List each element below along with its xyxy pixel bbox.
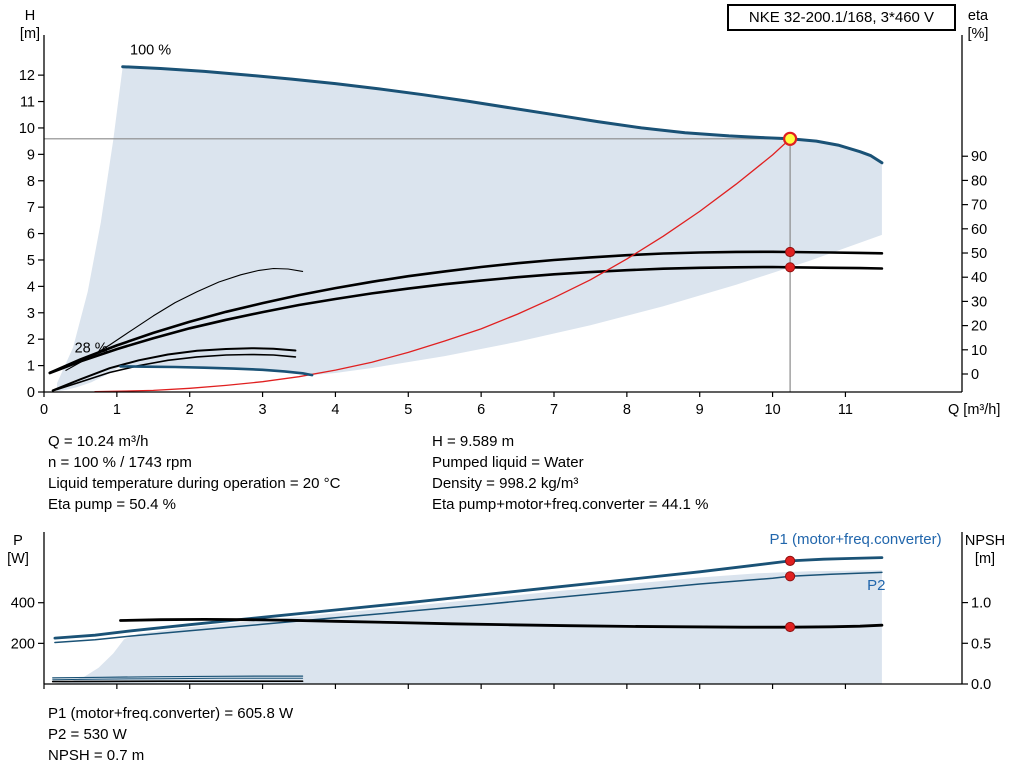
power-y-left-axis-title: P <box>13 533 23 549</box>
label-p2-curve: P2 <box>867 577 885 594</box>
power-results: P1 (motor+freq.converter) = 605.8 W P2 =… <box>48 703 293 766</box>
hq-y-right-tick-label: 50 <box>971 246 987 262</box>
npsh-curve <box>119 618 884 629</box>
hq-y-left-axis-title: H <box>25 8 35 24</box>
hq-x-tick-label: 6 <box>477 402 485 418</box>
eta-pump-curve <box>48 250 884 375</box>
hq-x-tick-label: 7 <box>550 402 558 418</box>
hq-x-tick-label: 4 <box>331 402 339 418</box>
hq-y-left-tick-label: 10 <box>19 121 35 137</box>
hq-x-tick-label: 2 <box>186 402 194 418</box>
hq-y-left-tick-label: 12 <box>19 68 35 84</box>
hq-y-right-tick-label: 30 <box>971 294 987 310</box>
eta-pump-point <box>785 246 796 258</box>
result-flow: Q = 10.24 m³/h <box>48 433 149 450</box>
hq-y-left-tick-label: 0 <box>27 385 35 401</box>
hq-y-right-tick-label: 0 <box>971 367 979 383</box>
hq-y-left-tick-label: 3 <box>27 306 35 322</box>
power-y-left-tick-label: 200 <box>11 636 35 652</box>
hq-x-tick-label: 10 <box>765 402 781 418</box>
hq-y-left-tick-label: 4 <box>27 279 35 295</box>
hq-x-tick-label: 0 <box>40 402 48 418</box>
result-eta-total: Eta pump+motor+freq.converter = 44.1 % <box>432 496 709 513</box>
power-y-left-axis-title: [W] <box>7 551 29 567</box>
hq-y-right-axis-title: [%] <box>968 26 989 42</box>
hq-y-right-tick-label: 70 <box>971 198 987 214</box>
hq-y-right-tick-label: 10 <box>971 343 987 359</box>
result-density: Density = 998.2 kg/m³ <box>432 475 579 492</box>
hq-x-tick-label: 1 <box>113 402 121 418</box>
label-speed-28: 28 % <box>75 340 108 356</box>
hq-x-tick-label: 8 <box>623 402 631 418</box>
p2-point <box>785 571 796 582</box>
hq-x-axis-title: Q [m³/h] <box>948 402 1000 418</box>
hq-x-tick-label: 9 <box>696 402 704 418</box>
npsh-point <box>785 621 796 633</box>
hq-y-right-tick-label: 40 <box>971 270 987 286</box>
result-head: H = 9.589 m <box>432 433 515 450</box>
curve-28-aux-lower <box>51 353 297 392</box>
p1-curve <box>53 556 884 640</box>
result-pumped-liquid: Pumped liquid = Water <box>432 454 584 471</box>
affinity-curve <box>94 138 791 393</box>
hq-operating-envelope <box>57 66 882 392</box>
hq-y-left-tick-label: 2 <box>27 332 35 348</box>
hq-y-left-tick-label: 8 <box>27 174 35 190</box>
hq-y-left-tick-label: 1 <box>27 359 35 375</box>
hq-y-left-tick-label: 11 <box>20 95 35 111</box>
result-p1: P1 (motor+freq.converter) = 605.8 W <box>48 705 294 722</box>
eta-total-point <box>785 262 796 273</box>
pump-curve-28-percent <box>119 365 314 377</box>
p2-28-curve <box>52 677 304 681</box>
hq-x-tick-label: 5 <box>404 402 412 418</box>
result-eta-pump: Eta pump = 50.4 % <box>48 496 176 513</box>
result-liquid-temperature: Liquid temperature during operation = 20… <box>48 475 341 492</box>
pump-model-box: NKE 32-200.1/168, 3*460 V <box>727 4 956 31</box>
pump-curve-100-percent <box>121 65 884 165</box>
hq-y-right-tick-label: 20 <box>971 319 987 335</box>
hq-y-left-tick-label: 5 <box>27 253 35 269</box>
power-y-left-tick-label: 400 <box>11 596 35 612</box>
hq-x-tick-label: 3 <box>259 402 267 418</box>
eta-total-curve <box>48 265 884 375</box>
p1-point <box>785 555 796 567</box>
label-p1-curve: P1 (motor+freq.converter) <box>769 531 941 548</box>
hq-y-right-tick-label: 90 <box>971 149 987 165</box>
result-speed: n = 100 % / 1743 rpm <box>48 454 192 471</box>
power-y-right-tick-label: 0.5 <box>971 636 991 652</box>
hq-x-tick-label: 11 <box>838 402 853 418</box>
hq-y-right-tick-label: 60 <box>971 222 987 238</box>
result-p2: P2 = 530 W <box>48 726 127 743</box>
result-npsh: NPSH = 0.7 m <box>48 747 145 764</box>
power-operating-envelope <box>54 570 882 684</box>
eta-28-curve <box>65 267 304 371</box>
duty-results-left: Q = 10.24 m³/h n = 100 % / 1743 rpm Liqu… <box>48 431 340 515</box>
hq-y-left-tick-label: 6 <box>27 227 35 243</box>
hq-y-right-axis-title: eta <box>968 8 989 24</box>
label-speed-100: 100 % <box>130 43 171 59</box>
power-y-right-axis-title: NPSH <box>965 533 1005 549</box>
p2-curve <box>54 571 883 644</box>
curve-28-aux-upper <box>51 347 297 392</box>
pump-model-title: NKE 32-200.1/168, 3*460 V <box>748 9 935 26</box>
hq-y-right-tick-label: 80 <box>971 173 987 189</box>
duty-point[interactable] <box>782 131 798 146</box>
power-y-right-axis-title: [m] <box>975 551 995 567</box>
power-y-right-tick-label: 1.0 <box>971 596 991 612</box>
p1-28-curve <box>52 675 304 679</box>
hq-y-left-tick-label: 9 <box>27 147 35 163</box>
hq-y-left-axis-title: [m] <box>20 26 40 42</box>
duty-results-right: H = 9.589 m Pumped liquid = Water Densit… <box>432 431 708 515</box>
power-y-right-tick-label: 0.0 <box>971 677 991 693</box>
hq-y-left-tick-label: 7 <box>27 200 35 216</box>
